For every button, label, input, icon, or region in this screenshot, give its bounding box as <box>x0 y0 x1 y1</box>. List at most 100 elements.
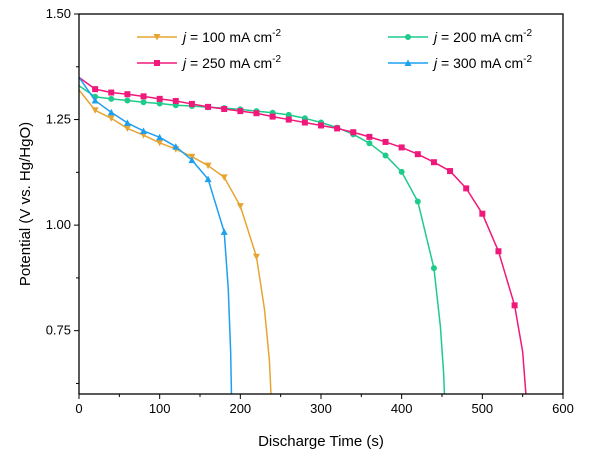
data-point <box>382 152 389 159</box>
x-tick-label: 200 <box>229 401 251 416</box>
legend-item-2: j = 250 mA cm-2 <box>137 54 281 71</box>
data-point <box>188 156 196 164</box>
plot-frame <box>78 13 564 395</box>
x-tick-label: 300 <box>310 401 332 416</box>
y-tick-label: 0.75 <box>46 323 71 338</box>
data-point <box>220 174 228 181</box>
legend-j: j <box>181 55 187 71</box>
y-tick-label: 1.25 <box>46 112 71 127</box>
data-point <box>123 119 131 126</box>
data-point <box>285 111 292 118</box>
x-tick-label: 600 <box>552 401 574 416</box>
data-point <box>414 198 421 205</box>
data-point <box>172 97 179 104</box>
legend-superscript: -2 <box>523 28 532 39</box>
data-point <box>221 106 228 112</box>
legend-label: j = 100 mA cm-2 <box>181 28 281 45</box>
data-point <box>404 59 412 66</box>
legend-text: = 100 mA cm <box>186 29 272 45</box>
data-point <box>301 119 308 126</box>
data-point <box>253 110 260 117</box>
series-0 <box>78 89 272 395</box>
legend-label: j = 200 mA cm-2 <box>432 28 532 45</box>
data-point <box>172 143 180 150</box>
data-point <box>269 113 276 120</box>
data-point <box>140 127 148 134</box>
series-line <box>78 85 446 395</box>
data-point <box>398 144 405 151</box>
y-tick-label: 1.50 <box>46 6 71 21</box>
x-tick-label: 100 <box>149 401 171 416</box>
data-point <box>108 89 115 96</box>
data-point <box>463 185 470 192</box>
data-point <box>156 133 164 141</box>
data-point <box>318 122 324 129</box>
data-point <box>205 103 212 110</box>
data-point <box>188 100 195 107</box>
data-point <box>430 265 437 272</box>
data-point <box>204 175 212 183</box>
data-point <box>156 100 163 107</box>
data-point <box>107 108 115 116</box>
legend-item-0: j = 100 mA cm-2 <box>137 28 281 45</box>
data-point <box>366 133 373 140</box>
data-point <box>495 248 502 255</box>
y-tick-label: 1.00 <box>46 217 71 232</box>
data-point <box>91 97 99 104</box>
data-point <box>366 140 373 147</box>
legend-superscript: -2 <box>272 28 281 39</box>
legend-j: j <box>432 55 438 71</box>
data-point <box>153 34 161 41</box>
legend-text: = 250 mA cm <box>186 55 272 71</box>
plot-area <box>78 76 527 395</box>
series-1 <box>78 85 446 395</box>
data-point <box>220 228 228 235</box>
legend-text: = 300 mA cm <box>437 55 523 71</box>
data-point <box>479 210 486 217</box>
data-point <box>430 159 437 166</box>
x-tick-label: 0 <box>75 401 82 416</box>
data-point <box>405 34 411 40</box>
legend-item-1: j = 200 mA cm-2 <box>388 28 532 45</box>
data-point <box>156 95 163 102</box>
legend-j: j <box>181 29 187 45</box>
series-3 <box>78 76 233 395</box>
x-axis-label: Discharge Time (s) <box>258 433 384 450</box>
legend-label: j = 250 mA cm-2 <box>181 54 281 71</box>
legend: j = 100 mA cm-2 j = 200 mA cm-2j = 250 mA… <box>137 28 532 71</box>
data-point <box>124 97 131 104</box>
data-point <box>447 168 454 175</box>
data-point <box>107 115 115 122</box>
legend-j: j <box>432 29 438 45</box>
legend-superscript: -2 <box>523 54 532 65</box>
axes: 0 100 200 300 400 500 600 0.75 1.00 1.25 1.50 <box>46 6 574 416</box>
data-point <box>285 116 292 123</box>
data-point <box>140 93 147 100</box>
data-point <box>334 125 341 132</box>
legend-label: j = 300 mA cm-2 <box>432 54 532 71</box>
data-point <box>511 302 518 309</box>
data-point <box>398 168 405 175</box>
data-point <box>91 107 99 114</box>
data-point <box>236 203 244 210</box>
data-point <box>108 95 115 102</box>
x-tick-label: 500 <box>471 401 493 416</box>
data-point <box>92 86 99 93</box>
legend-item-3: j = 300 mA cm-2 <box>388 54 532 71</box>
x-tick-label: 400 <box>391 401 413 416</box>
data-point <box>414 151 421 158</box>
data-point <box>140 99 147 106</box>
data-point <box>382 138 389 145</box>
data-point <box>204 162 212 170</box>
data-point <box>252 253 260 261</box>
data-point <box>156 139 164 147</box>
data-point <box>154 60 160 66</box>
data-point <box>350 129 357 136</box>
series-line <box>78 76 233 395</box>
legend-superscript: -2 <box>272 54 281 65</box>
series-line <box>78 89 272 395</box>
series-2 <box>78 76 527 395</box>
legend-text: = 200 mA cm <box>437 29 523 45</box>
data-point <box>123 125 131 132</box>
